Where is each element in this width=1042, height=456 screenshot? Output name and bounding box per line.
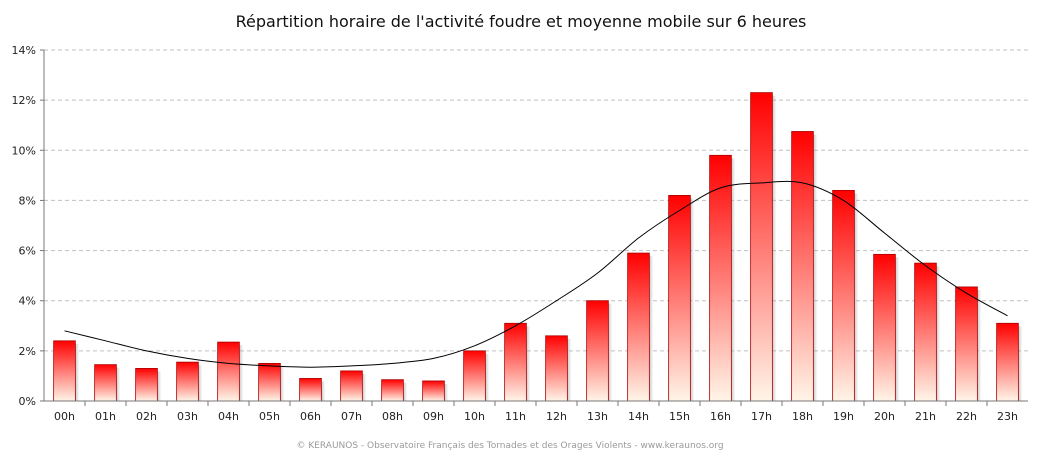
- bar: [135, 368, 158, 402]
- y-tick-label: 6%: [19, 245, 36, 258]
- x-tick-label: 09h: [423, 410, 444, 423]
- bar: [258, 362, 281, 402]
- bar-shadow: [772, 95, 777, 401]
- bar: [545, 335, 568, 402]
- x-tick-label: 00h: [54, 410, 75, 423]
- bar: [299, 378, 322, 402]
- y-tick-label: 8%: [19, 194, 36, 207]
- x-tick-label: 03h: [177, 410, 198, 423]
- x-tick-label: 19h: [833, 410, 854, 423]
- bar-shadow: [444, 383, 449, 401]
- bar-shadow: [75, 343, 80, 401]
- x-tick-label: 08h: [382, 410, 403, 423]
- bar: [586, 300, 609, 402]
- y-tick-label: 0%: [19, 395, 36, 408]
- bar-shadow: [157, 371, 162, 401]
- copyright-footer: © KERAUNOS - Observatoire Français des T…: [296, 441, 723, 451]
- bar: [996, 322, 1019, 402]
- bar: [955, 286, 978, 402]
- bar-shadow: [854, 193, 859, 401]
- x-tick-label: 01h: [95, 410, 116, 423]
- bar-shadow: [936, 266, 941, 401]
- bar-shadow: [567, 338, 572, 401]
- x-axis-ticks: 00h 01h 02h 03h 04h 05h 06h 07h 08h 09h 10h 11h 12h 1…: [54, 401, 1018, 423]
- x-tick-label: 04h: [218, 410, 239, 423]
- bar: [709, 154, 732, 402]
- bar: [463, 350, 486, 402]
- x-tick-label: 12h: [546, 410, 567, 423]
- chart-title: Répartition horaire de l'activité foudre…: [236, 12, 807, 31]
- x-tick-label: 16h: [710, 410, 731, 423]
- bar-shadow: [198, 365, 203, 401]
- bar: [422, 380, 445, 402]
- x-tick-label: 22h: [956, 410, 977, 423]
- y-tick-label: 4%: [19, 295, 36, 308]
- x-tick-label: 14h: [628, 410, 649, 423]
- x-tick-label: 02h: [136, 410, 157, 423]
- moving-average-line: [64, 180, 1008, 368]
- bar: [176, 361, 199, 402]
- bar: [791, 131, 814, 402]
- bar-shadow: [1018, 326, 1023, 401]
- x-tick-label: 23h: [997, 410, 1018, 423]
- bar-shadow: [321, 381, 326, 401]
- bar: [873, 253, 896, 402]
- x-tick-label: 18h: [792, 410, 813, 423]
- bar-shadow: [731, 158, 736, 401]
- bar-shadow: [608, 303, 613, 401]
- x-tick-label: 05h: [259, 410, 280, 423]
- bar-shadow: [526, 326, 531, 401]
- x-tick-label: 06h: [300, 410, 321, 423]
- bar: [504, 322, 527, 402]
- bar: [381, 379, 404, 402]
- y-tick-label: 10%: [12, 144, 36, 157]
- bar-shadow: [649, 256, 654, 401]
- bar: [627, 252, 650, 402]
- y-tick-label: 2%: [19, 345, 36, 358]
- bar-shadow: [239, 345, 244, 401]
- x-tick-label: 10h: [464, 410, 485, 423]
- bar: [340, 370, 363, 402]
- bar-shadow: [813, 134, 818, 401]
- y-tick-label: 14%: [12, 44, 36, 57]
- bar-shadow: [116, 367, 121, 401]
- x-tick-label: 21h: [915, 410, 936, 423]
- y-tick-label: 12%: [12, 94, 36, 107]
- gridlines: [44, 49, 1028, 352]
- y-axis-ticks: 0% 2% 4% 6% 8% 10% 12% 14%: [12, 44, 44, 408]
- x-tick-label: 20h: [874, 410, 895, 423]
- bar: [668, 195, 691, 402]
- x-tick-label: 17h: [751, 410, 772, 423]
- bar: [94, 364, 117, 402]
- bar-shadow: [690, 198, 695, 401]
- bar: [914, 262, 937, 402]
- bar-shadow: [977, 289, 982, 401]
- bar: [53, 340, 76, 402]
- x-tick-label: 11h: [505, 410, 526, 423]
- bar-shadow: [403, 382, 408, 401]
- bar-shadow: [362, 373, 367, 401]
- x-tick-label: 07h: [341, 410, 362, 423]
- bar: [217, 341, 240, 402]
- x-tick-label: 15h: [669, 410, 690, 423]
- bar-shadow: [485, 353, 490, 401]
- bar-shadow: [280, 366, 285, 401]
- bar: [832, 189, 855, 402]
- bar-shadow: [895, 257, 900, 401]
- bar: [750, 92, 773, 402]
- bars: [53, 92, 1023, 402]
- x-tick-label: 13h: [587, 410, 608, 423]
